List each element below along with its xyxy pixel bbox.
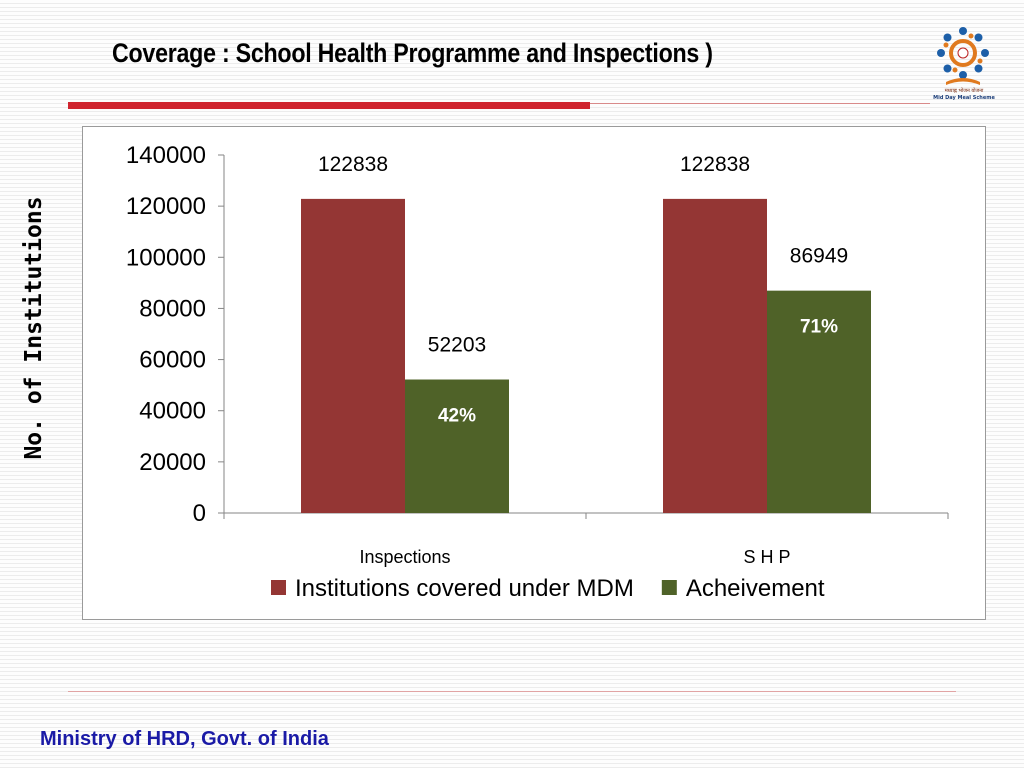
logo-caption-hindi: मध्याह्न भोजन योजना	[944, 88, 984, 94]
y-tick-label: 40000	[139, 398, 206, 425]
bar-institutions-covered	[301, 198, 405, 513]
legend-label: Acheivement	[686, 575, 825, 602]
y-tick-label: 80000	[139, 295, 206, 322]
y-tick-label: 60000	[139, 347, 206, 374]
x-tick-label: S H P	[743, 547, 790, 567]
y-tick-label: 0	[193, 500, 206, 527]
legend-swatch	[271, 580, 286, 595]
chart-area: 0 20000 40000 60000 80000 100000 120000 140000 I…	[82, 126, 986, 620]
mid-day-meal-logo	[937, 27, 989, 85]
data-label: 122838	[318, 153, 388, 176]
slide-title: Coverage : School Health Programme and I…	[112, 38, 713, 68]
percent-label: 42%	[438, 406, 476, 427]
y-tick-label: 20000	[139, 449, 206, 476]
title-underline-red	[68, 102, 590, 109]
bar-achievement	[767, 290, 871, 513]
footer-divider	[68, 691, 956, 692]
bar-institutions-covered	[663, 198, 767, 513]
y-tick-label: 100000	[126, 244, 206, 271]
x-tick-label: Inspections	[359, 547, 450, 567]
legend-swatch	[661, 580, 677, 595]
y-tick-label: 140000	[126, 142, 206, 169]
bar-achievement	[405, 379, 509, 513]
data-label: 86949	[790, 245, 848, 268]
bar-chart: 0 20000 40000 60000 80000 100000 120000 140000 I…	[126, 142, 949, 602]
y-tick-label: 120000	[126, 193, 206, 220]
data-label: 122838	[680, 153, 750, 176]
footer-text: Ministry of HRD, Govt. of India	[40, 728, 329, 750]
percent-label: 71%	[800, 317, 838, 338]
y-axis-label: No. of Institutions	[21, 196, 47, 460]
legend-label: Institutions covered under MDM	[295, 575, 634, 602]
data-label: 52203	[428, 334, 486, 357]
logo-caption: Mid Day Meal Scheme	[933, 95, 995, 101]
title-underline-thin	[590, 103, 930, 104]
